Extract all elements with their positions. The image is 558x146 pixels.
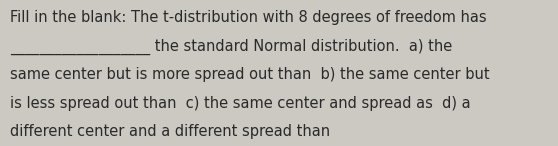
Text: different center and a different spread than: different center and a different spread … <box>10 124 330 139</box>
Text: is less spread out than  c) the same center and spread as  d) a: is less spread out than c) the same cent… <box>10 96 470 111</box>
Text: same center but is more spread out than  b) the same center but: same center but is more spread out than … <box>10 67 490 82</box>
Text: ___________________ the standard Normal distribution.  a) the: ___________________ the standard Normal … <box>10 39 453 55</box>
Text: Fill in the blank: The t-distribution with 8 degrees of freedom has: Fill in the blank: The t-distribution wi… <box>10 10 487 25</box>
